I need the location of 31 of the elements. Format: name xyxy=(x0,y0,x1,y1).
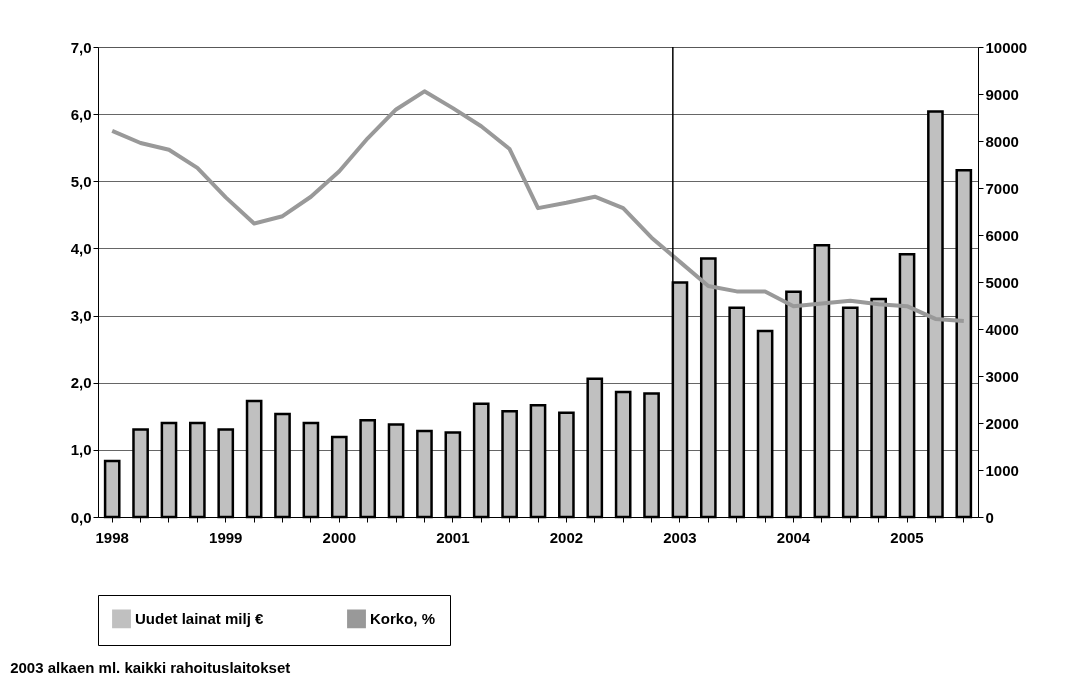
x-tick-label: 2003 xyxy=(663,528,697,546)
y2-tick-label: 10000 xyxy=(985,38,1028,56)
x-tick-label: 1999 xyxy=(209,528,243,546)
y-tick-label: 1,0 xyxy=(70,441,92,459)
x-tick-label: 2002 xyxy=(549,528,584,546)
x-tick-label: 2001 xyxy=(436,528,470,546)
y-tick-label: 5,0 xyxy=(70,172,92,190)
y-tick-label: 7,0 xyxy=(70,38,92,56)
legend-label: Korko, % xyxy=(370,609,436,627)
x-tick-label: 1998 xyxy=(95,528,129,546)
y2-tick-label: 5000 xyxy=(985,273,1019,291)
legend-label: Uudet lainat milj € xyxy=(135,609,265,627)
y2-tick-label: 0 xyxy=(985,508,994,526)
y2-tick-label: 6000 xyxy=(985,226,1019,244)
y-tick-label: 4,0 xyxy=(70,239,92,257)
x-tick-label: 2004 xyxy=(776,528,811,546)
text: 2003 alkaen ml. kaikki rahoituslaitokset xyxy=(10,658,291,676)
y2-tick-label: 8000 xyxy=(985,132,1019,150)
y-tick-label: 2,0 xyxy=(70,374,92,392)
x-tick-label: 2000 xyxy=(322,528,356,546)
y2-tick-label: 2000 xyxy=(985,414,1019,432)
y-tick-label: 3,0 xyxy=(70,307,92,325)
y2-tick-label: 3000 xyxy=(985,367,1019,385)
line-series xyxy=(110,89,966,323)
y2-tick-label: 9000 xyxy=(985,85,1019,103)
y2-tick-label: 1000 xyxy=(985,461,1019,479)
x-tick-label: 2005 xyxy=(890,528,924,546)
y-tick-label: 0,0 xyxy=(70,508,92,526)
y2-tick-label: 7000 xyxy=(985,179,1019,197)
y2-tick-label: 4000 xyxy=(985,320,1019,338)
y-tick-label: 6,0 xyxy=(70,105,92,123)
